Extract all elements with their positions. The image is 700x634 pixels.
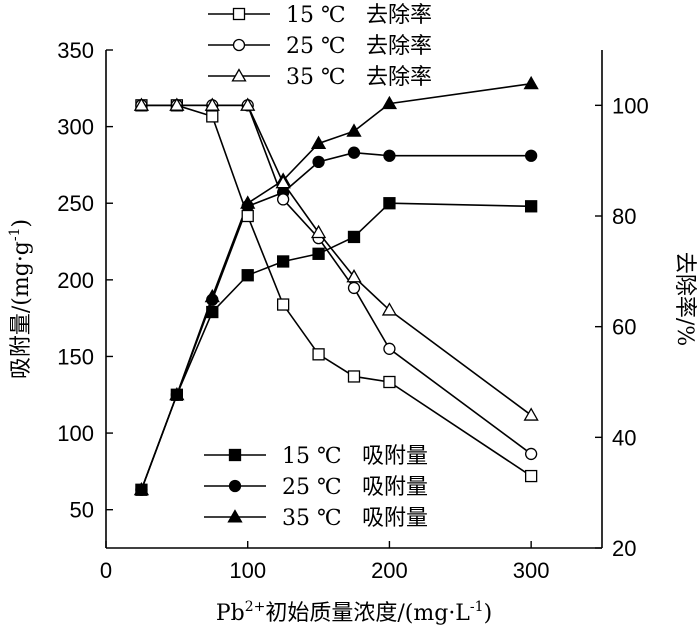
- data-point: [276, 255, 290, 268]
- data-point: [310, 135, 327, 149]
- legend-label: 吸附量: [362, 444, 428, 469]
- y-left-axis-label: 吸附量/(mg·g-1): [7, 219, 34, 379]
- legend-temp: 35 ℃: [282, 506, 342, 531]
- data-point: [383, 197, 396, 210]
- data-point: [524, 149, 538, 162]
- data-point: [347, 146, 361, 159]
- data-point: [383, 342, 396, 355]
- series-line: [141, 104, 532, 416]
- legend-label: 去除率: [366, 34, 432, 59]
- data-point: [347, 230, 361, 244]
- y-left-tick-label: 300: [57, 115, 94, 140]
- legend-temp: 15 ℃: [286, 3, 346, 28]
- legend-temp: 25 ℃: [282, 475, 342, 500]
- legend-temp: 25 ℃: [286, 34, 346, 59]
- data-point: [204, 288, 220, 303]
- data-point: [241, 269, 254, 282]
- data-point: [523, 407, 539, 421]
- data-point: [133, 481, 150, 496]
- y-right-axis-label: 去除率/%: [672, 252, 697, 346]
- y-left-tick-label: 100: [57, 421, 94, 446]
- legend-label: 去除率: [366, 65, 432, 90]
- legend-temp: 15 ℃: [282, 444, 342, 469]
- series-line: [140, 82, 532, 491]
- data-point: [276, 193, 290, 206]
- data-point: [169, 386, 185, 401]
- data-point: [312, 247, 325, 260]
- data-point: [169, 97, 185, 111]
- data-point: [381, 302, 398, 316]
- data-point: [133, 97, 150, 111]
- axes: 0 100 200 300 50 100 150 200 250 300 350 20 40 60 80 10…: [57, 38, 648, 583]
- y-right-tick-label: 40: [612, 425, 636, 450]
- x-tick-label: 200: [371, 558, 408, 583]
- y-right-tick-label: 20: [612, 536, 636, 561]
- data-point: [275, 174, 291, 189]
- x-tick-label: 100: [229, 558, 266, 583]
- data-point: [524, 447, 538, 461]
- data-point: [524, 200, 538, 213]
- data-point: [241, 209, 254, 223]
- legend-marker: [232, 38, 246, 52]
- legend-label: 去除率: [366, 3, 432, 28]
- legend-label: 吸附量: [362, 475, 428, 500]
- y-left-tick-label: 150: [57, 344, 94, 369]
- legend-marker: [232, 7, 246, 21]
- series-6: [133, 97, 539, 421]
- data-point: [347, 281, 361, 295]
- series-layer: [133, 75, 539, 496]
- x-tick-label: 0: [100, 558, 112, 583]
- legend-marker: [231, 68, 247, 82]
- legend-removal-rate: 15 ℃ 去除率 25 ℃ 去除率 35 ℃ 去除率: [208, 3, 432, 90]
- legend-marker: [228, 448, 242, 462]
- data-point: [310, 224, 327, 239]
- data-point: [524, 469, 538, 483]
- data-point: [383, 375, 396, 389]
- y-right-tick-label: 60: [612, 315, 636, 340]
- legend-marker: [227, 509, 243, 523]
- data-point: [206, 110, 219, 123]
- y-left-tick-label: 200: [57, 268, 94, 293]
- x-tick-label: 300: [513, 558, 550, 583]
- data-point: [523, 75, 539, 90]
- data-point: [346, 269, 362, 283]
- data-point: [347, 370, 361, 383]
- y-right-tick-label: 80: [612, 204, 636, 229]
- y-right-tick-label: 100: [612, 93, 649, 118]
- series-3: [133, 75, 539, 496]
- y-left-tick-label: 350: [57, 38, 94, 63]
- x-axis-label: Pb2+初始质量浓度/(mg·L-1): [216, 599, 492, 626]
- series-line: [141, 104, 532, 477]
- data-point: [276, 298, 290, 311]
- data-point: [240, 97, 256, 111]
- data-point: [204, 97, 220, 111]
- series-5: [135, 99, 538, 461]
- axis-labels: Pb2+初始质量浓度/(mg·L-1) 吸附量/(mg·g-1) 去除率/%: [7, 219, 697, 626]
- series-line: [140, 151, 532, 491]
- data-point: [383, 149, 396, 162]
- legend-marker: [228, 479, 242, 493]
- legend-label: 吸附量: [362, 506, 428, 531]
- data-point: [346, 123, 362, 137]
- y-left-tick-label: 50: [70, 498, 94, 523]
- legend-temp: 35 ℃: [286, 65, 346, 90]
- data-point: [312, 348, 325, 361]
- legend-adsorption: 15 ℃ 吸附量 25 ℃ 吸附量 35 ℃ 吸附量: [204, 444, 428, 531]
- data-point: [381, 95, 398, 110]
- y-left-tick-label: 250: [57, 191, 94, 216]
- data-point: [312, 155, 325, 169]
